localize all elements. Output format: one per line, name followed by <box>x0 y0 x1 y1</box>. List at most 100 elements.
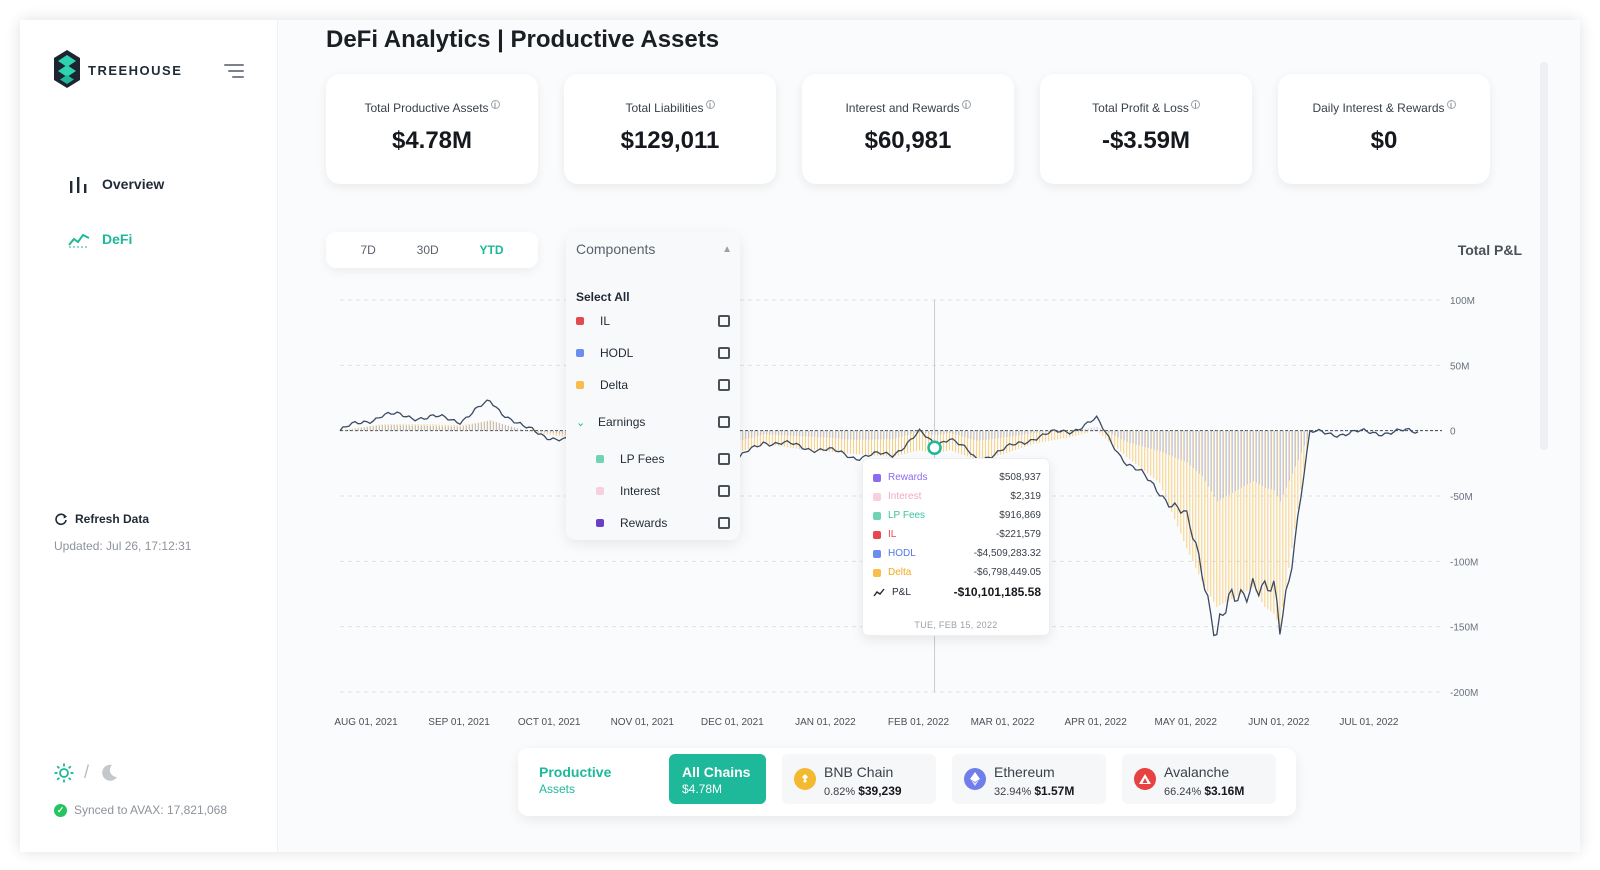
chart-tooltip: Rewards $508,937 Interest $2,319 LP Fees… <box>862 458 1050 636</box>
x-tick-label: FEB 01, 2022 <box>888 717 950 728</box>
stat-label: Total Profit & Loss <box>1092 101 1189 115</box>
tooltip-label: Delta <box>888 567 912 578</box>
component-label: Rewards <box>620 516 668 530</box>
tooltip-row-hodl: HODL -$4,509,283.32 <box>873 548 1041 559</box>
sync-text: Synced to AVAX: 17,821,068 <box>74 803 227 817</box>
chain-button-avalanche[interactable]: Avalanche 66.24% $3.16M <box>1122 754 1276 804</box>
component-label: IL <box>600 314 611 328</box>
tab-30d[interactable]: 30D <box>416 243 439 257</box>
chain-label: BNB Chain <box>824 764 894 780</box>
sidebar-item-label: DeFi <box>102 231 133 247</box>
interest-swatch <box>873 492 881 501</box>
checkbox[interactable] <box>718 416 730 428</box>
sidebar-item-overview[interactable]: Overview <box>68 175 164 193</box>
component-label: HODL <box>600 346 634 360</box>
tooltip-label: P&L <box>892 586 911 598</box>
scrollbar[interactable] <box>1540 62 1548 450</box>
x-tick-label: OCT 01, 2021 <box>518 717 581 728</box>
tooltip-label: Interest <box>888 491 922 502</box>
chain-button-bnb[interactable]: BNB Chain 0.82% $39,239 <box>782 754 936 804</box>
chain-button-all[interactable]: All Chains $4.78M <box>669 754 766 804</box>
chain-label: Avalanche <box>1164 764 1230 780</box>
chain-value: $3.16M <box>1204 784 1245 798</box>
component-lp-fees[interactable]: LP Fees <box>596 452 730 466</box>
component-interest[interactable]: Interest <box>596 484 730 498</box>
tab-7d[interactable]: 7D <box>360 243 376 257</box>
chevron-down-icon[interactable]: ⌄ <box>576 416 586 429</box>
sun-icon[interactable] <box>54 763 74 783</box>
component-il[interactable]: IL <box>576 314 730 328</box>
chain-percent: 66.24% <box>1164 786 1202 798</box>
y-tick-label: 0 <box>1450 427 1456 438</box>
component-rewards[interactable]: Rewards <box>596 516 730 530</box>
x-tick-label: MAY 01, 2022 <box>1155 717 1218 728</box>
y-tick-label: -150M <box>1450 623 1478 634</box>
info-icon[interactable]: i <box>490 100 500 110</box>
tooltip-row-pl: P&L -$10,101,185.58 <box>873 585 1041 599</box>
info-icon[interactable]: i <box>1190 100 1200 110</box>
stat-value: -$3.59M <box>1101 127 1191 154</box>
x-tick-label: MAR 01, 2022 <box>971 717 1035 728</box>
select-all-option[interactable]: Select All <box>576 290 630 304</box>
ethereum-icon <box>964 768 986 790</box>
tooltip-row-rewards: Rewards $508,937 <box>873 472 1041 483</box>
checkbox[interactable] <box>718 485 730 497</box>
components-title: Components <box>576 241 656 257</box>
interest-swatch <box>596 487 604 495</box>
checkbox[interactable] <box>718 347 730 359</box>
component-earnings[interactable]: ⌄ Earnings <box>576 415 730 429</box>
info-icon[interactable]: i <box>705 100 715 110</box>
y-tick-label: -50M <box>1450 492 1473 503</box>
stat-value: $60,981 <box>864 127 952 154</box>
y-tick-label: -200M <box>1450 688 1478 699</box>
app-window: TREEHOUSE Overview DeFi Refresh Data Upd… <box>20 20 1580 852</box>
y-tick-label: 50M <box>1450 361 1469 372</box>
refresh-button[interactable]: Refresh Data <box>54 512 149 526</box>
sidebar-item-defi[interactable]: DeFi <box>68 230 132 248</box>
stat-label: Total Productive Assets <box>364 101 489 115</box>
x-tick-label: JUL 01, 2022 <box>1339 717 1399 728</box>
check-icon: ✓ <box>54 803 67 817</box>
chain-value: $39,239 <box>858 784 902 798</box>
menu-icon[interactable] <box>224 64 244 78</box>
hodl-swatch <box>873 549 881 558</box>
components-dropdown: Components ▲ Select All IL HODL Delta ⌄ … <box>566 232 740 540</box>
info-icon[interactable]: i <box>1446 100 1456 110</box>
sidebar-item-label: Overview <box>102 176 165 192</box>
chain-button-ethereum[interactable]: Ethereum 32.94% $1.57M <box>952 754 1106 804</box>
tooltip-value: -$6,798,449.05 <box>973 567 1041 578</box>
component-delta[interactable]: Delta <box>576 378 730 392</box>
stat-label: Interest and Rewards <box>845 101 960 115</box>
delta-swatch <box>873 568 881 577</box>
tooltip-label: IL <box>888 529 897 540</box>
checkbox[interactable] <box>718 453 730 465</box>
theme-toggle: / <box>54 762 119 783</box>
chevron-up-icon: ▲ <box>722 243 732 255</box>
moon-icon[interactable] <box>99 763 119 783</box>
tooltip-label: HODL <box>888 548 916 559</box>
x-tick-label: JUN 01, 2022 <box>1248 717 1310 728</box>
chain-bar-subtitle: Assets <box>539 782 576 796</box>
checkbox[interactable] <box>718 379 730 391</box>
tooltip-value: $2,319 <box>1010 491 1041 502</box>
component-label: Interest <box>620 484 661 498</box>
x-tick-label: DEC 01, 2021 <box>701 717 764 728</box>
logo[interactable]: TREEHOUSE <box>54 50 182 90</box>
stat-card-liabilities: Total Liabilities i $129,011 <box>564 74 776 184</box>
avalanche-icon <box>1134 768 1156 790</box>
chain-selector: Productive Assets All Chains $4.78M BNB … <box>518 748 1296 816</box>
tab-ytd[interactable]: YTD <box>479 243 504 257</box>
checkbox[interactable] <box>718 315 730 327</box>
stat-value: $4.78M <box>391 127 473 154</box>
chain-label: Ethereum <box>994 764 1055 780</box>
checkbox[interactable] <box>718 517 730 529</box>
tooltip-value: $916,869 <box>999 510 1041 521</box>
tooltip-value: $508,937 <box>999 472 1041 483</box>
chain-value: $4.78M <box>682 782 723 796</box>
components-toggle[interactable]: Components ▲ <box>576 241 732 257</box>
x-tick-label: APR 01, 2022 <box>1065 717 1128 728</box>
component-hodl[interactable]: HODL <box>576 346 730 360</box>
lp-fees-swatch <box>873 511 881 520</box>
info-icon[interactable]: i <box>961 100 971 110</box>
y-tick-label: 100M <box>1450 296 1475 307</box>
